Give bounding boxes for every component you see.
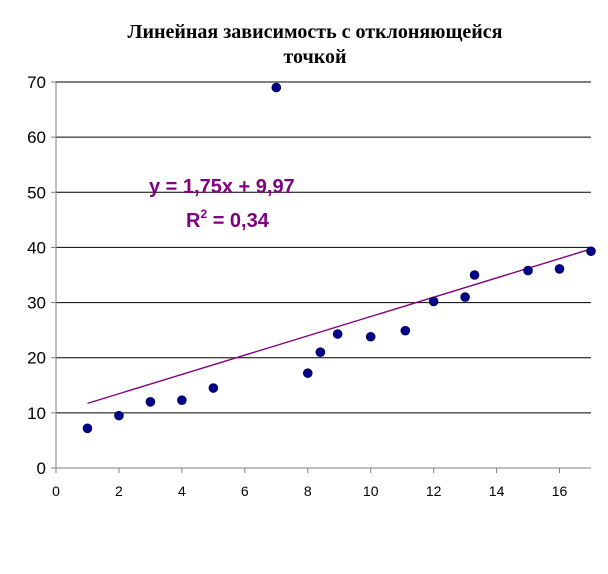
- r-squared-exponent: 2: [200, 207, 207, 221]
- data-point-5: [271, 82, 282, 93]
- data-point-8: [332, 329, 343, 339]
- r-squared-label: R2 = 0,34: [186, 207, 270, 232]
- tick-labels: 0 10 20 30 40 50 60 70 0 2 4 6 8 10 12 14 16: [27, 73, 567, 499]
- data-point-3: [177, 395, 187, 405]
- x-tick-label-12: 12: [426, 483, 442, 499]
- chart-title-line2: точкой: [283, 46, 347, 68]
- data-point-12: [460, 292, 470, 302]
- data-point-2: [145, 397, 156, 407]
- data-point-11: [428, 296, 439, 307]
- y-tick-label-40: 40: [27, 238, 46, 257]
- data-point-1: [114, 410, 124, 421]
- data-point-7: [315, 347, 326, 358]
- chart-title-line1: Линейная зависимость с отклоняющейся: [127, 21, 503, 43]
- data-point-16: [586, 246, 596, 257]
- data-point-4: [208, 383, 219, 393]
- trendline: [87, 248, 592, 405]
- x-tick-label-0: 0: [52, 483, 60, 499]
- y-tick-label-30: 30: [27, 294, 46, 313]
- data-point-13: [469, 270, 480, 280]
- x-tick-label-14: 14: [489, 483, 505, 499]
- gridlines: [56, 81, 591, 414]
- y-tick-label-10: 10: [27, 404, 46, 423]
- x-tick-label-10: 10: [363, 483, 379, 499]
- equation-annotation: y = 1,75x + 9,97 R2 = 0,34: [149, 176, 295, 232]
- data-point-15: [554, 264, 565, 274]
- data-point-9: [365, 331, 376, 342]
- x-tick-label-16: 16: [552, 483, 568, 499]
- y-tick-label-20: 20: [27, 349, 46, 368]
- data-point-0: [82, 423, 93, 434]
- chart-title: Линейная зависимость с отклоняющейся точ…: [0, 20, 608, 70]
- x-tick-label-4: 4: [178, 483, 186, 499]
- y-tick-label-60: 60: [27, 128, 46, 147]
- data-point-10: [400, 325, 411, 336]
- y-tick-label-70: 70: [27, 73, 46, 92]
- r-squared-value: = 0,34: [207, 210, 270, 232]
- trendline-equation: y = 1,75x + 9,97: [149, 176, 295, 198]
- x-tick-label-8: 8: [304, 483, 312, 499]
- data-point-6: [302, 368, 313, 378]
- y-tick-label-50: 50: [27, 183, 46, 202]
- y-tick-label-0: 0: [37, 459, 46, 478]
- r-squared-prefix: R: [186, 210, 201, 232]
- x-tick-label-6: 6: [241, 483, 249, 499]
- trendline-group: [87, 248, 592, 405]
- data-point-14: [523, 265, 533, 276]
- data-points: [82, 82, 596, 434]
- x-tick-label-2: 2: [115, 483, 123, 499]
- axes: [51, 81, 591, 473]
